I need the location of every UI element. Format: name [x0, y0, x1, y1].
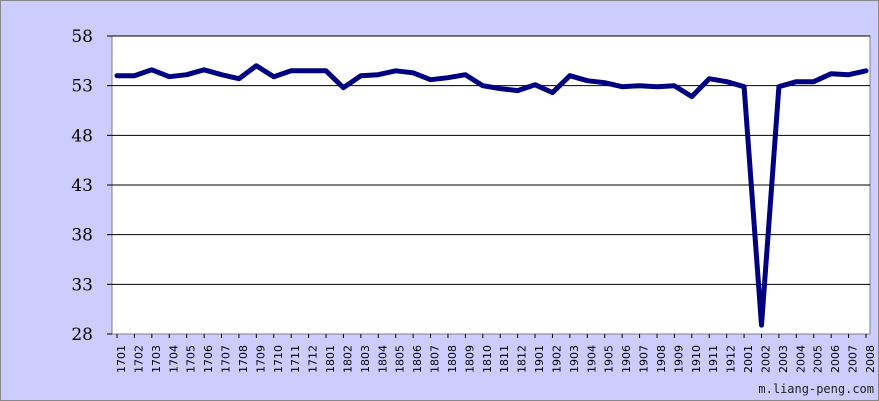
- x-tick-label: 1812: [516, 345, 529, 373]
- x-tick-label: 1708: [237, 345, 250, 373]
- x-tick-label: 1707: [220, 345, 233, 373]
- y-tick-label: 43: [71, 176, 93, 196]
- y-tick-label: 58: [71, 27, 93, 47]
- x-tick-label: 1706: [202, 345, 215, 373]
- x-tick-label: 1904: [585, 345, 598, 373]
- x-tick-label: 2002: [759, 345, 772, 373]
- series-line: [114, 63, 869, 328]
- x-tick-label: 2003: [777, 345, 790, 373]
- x-tick-label: 1710: [272, 345, 285, 373]
- x-tick-label: 1906: [620, 345, 633, 373]
- y-axis-ticks: 28 33 38 43 48 53 58: [71, 27, 112, 345]
- x-tick-label: 2008: [864, 345, 877, 373]
- y-tick-label: 53: [71, 77, 93, 97]
- x-tick-label: 1711: [289, 345, 302, 373]
- x-tick-label: 1703: [150, 345, 163, 373]
- x-tick-label: 1709: [254, 345, 267, 373]
- x-tick-label: 1901: [533, 345, 546, 373]
- x-tick-label: 1905: [603, 345, 616, 373]
- x-tick-label: 1801: [324, 345, 337, 373]
- x-tick-label: 1808: [446, 345, 459, 373]
- x-tick-label: 2004: [794, 345, 807, 373]
- x-tick-label: 1907: [638, 345, 651, 373]
- x-tick-label: 1705: [185, 345, 198, 373]
- x-tick-label: 2006: [829, 345, 842, 373]
- y-tick-label: 48: [71, 126, 93, 146]
- x-tick-label: 2001: [742, 345, 755, 373]
- y-tick-label: 28: [71, 325, 93, 345]
- y-tick-label: 33: [71, 275, 93, 295]
- x-tick-label: 1908: [655, 345, 668, 373]
- x-tick-label: 1701: [115, 345, 128, 373]
- x-tick-label: 1704: [167, 345, 180, 373]
- x-tick-label: 1806: [411, 345, 424, 373]
- x-tick-label: 2005: [812, 345, 825, 373]
- x-axis-ticks: 1701 1702 1703 1704 1705 1706 1707 1708 1709 1710…: [115, 334, 877, 373]
- x-tick-label: 1802: [341, 345, 354, 373]
- x-tick-label: 1912: [725, 345, 738, 373]
- x-tick-label: 1811: [498, 345, 511, 373]
- x-tick-label: 1910: [690, 345, 703, 373]
- x-tick-label: 1804: [376, 345, 389, 373]
- x-tick-label: 1911: [707, 345, 720, 373]
- x-tick-label: 1909: [672, 345, 685, 373]
- series-group: [114, 63, 869, 328]
- x-tick-label: 1712: [307, 345, 320, 373]
- x-tick-label: 1807: [429, 345, 442, 373]
- x-tick-label: 2007: [847, 345, 860, 373]
- watermark-text: m.liang-peng.com: [758, 382, 874, 396]
- x-tick-label: 1809: [463, 345, 476, 373]
- x-tick-label: 1803: [359, 345, 372, 373]
- x-tick-label: 1805: [394, 345, 407, 373]
- x-tick-label: 1702: [132, 345, 145, 373]
- x-tick-label: 1902: [550, 345, 563, 373]
- x-tick-label: 1903: [568, 345, 581, 373]
- x-tick-label: 1810: [481, 345, 494, 373]
- y-tick-label: 38: [71, 226, 93, 246]
